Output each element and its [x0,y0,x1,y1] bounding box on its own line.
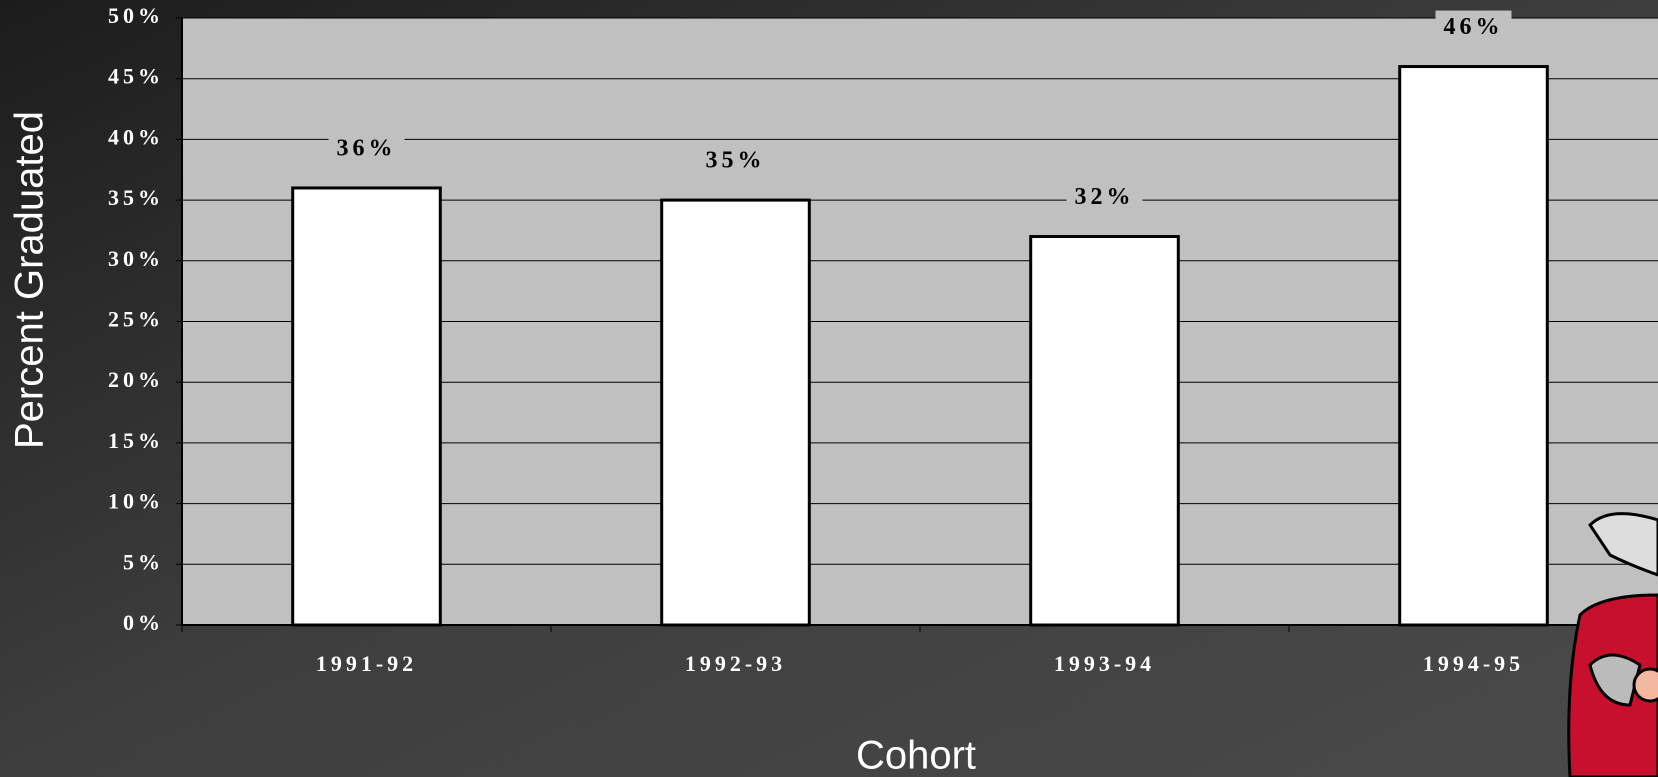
x-tick-label: 1993-94 [1054,651,1155,676]
bar [1029,235,1180,627]
y-tick-label: 35% [108,185,164,210]
bar [1398,65,1549,627]
y-tick-label: 50% [108,3,164,28]
chart-layer: 0% 5% 10% 15% 20% 25% 30% 35% 40% 45% 50% 1991-92 36… [108,3,1658,676]
value-label-bg [697,144,774,181]
x-tick-label: 1994-95 [1423,651,1524,676]
y-tick-label: 45% [108,64,164,89]
mascot [1567,512,1658,777]
x-tick-label: 1992-93 [685,651,786,676]
value-label-bg [328,131,405,168]
y-tick-label: 30% [108,246,164,271]
value-label: 35% [706,148,766,174]
y-tick-label: 10% [108,489,164,514]
bar [660,198,811,627]
y-tick-label: 25% [108,307,164,332]
y-tick-label: 40% [108,124,164,149]
bar [291,186,442,627]
y-tick-label: 5% [123,549,164,574]
value-label: 46% [1444,14,1504,40]
y-tick-label: 20% [108,367,164,392]
x-axis-title: Cohort [856,734,976,777]
value-label: 36% [337,135,397,161]
value-label-bg [1066,180,1143,217]
y-axis-title: Percent Graduated [8,111,52,449]
value-label-bg [1435,10,1512,47]
y-tick-label: 0% [123,610,164,635]
value-label: 32% [1075,184,1135,210]
y-tick-label: 15% [108,428,164,453]
x-tick-label: 1991-92 [316,651,417,676]
